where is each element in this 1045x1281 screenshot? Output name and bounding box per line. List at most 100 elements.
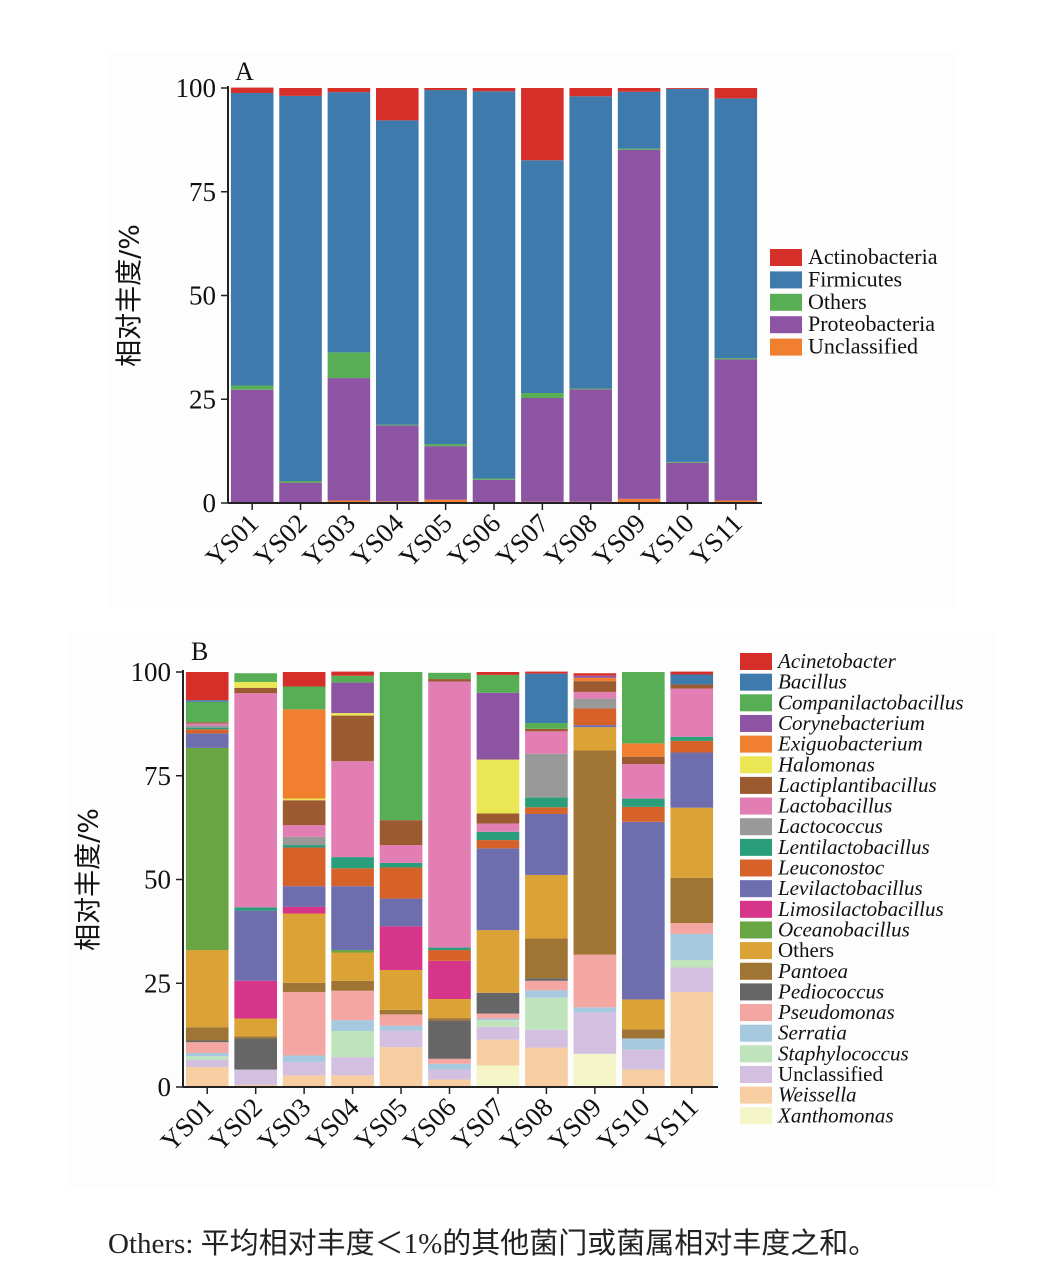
legend-label: Lactobacillus — [777, 794, 892, 818]
legend-swatch — [740, 776, 772, 794]
legend-swatch — [770, 293, 802, 311]
bar-segment-ys06-lactiplantibacillus — [428, 679, 471, 682]
bar-segment-ys02-weissella — [234, 1084, 278, 1087]
bar-segment-ys01-firmicutes — [230, 92, 274, 386]
bar-segment-ys08-lactococcus — [525, 753, 568, 798]
legend-item-others: Others — [740, 938, 834, 962]
bar-segment-ys04-weissella — [331, 1075, 374, 1087]
bar-segment-ys05-companilactobacillus — [379, 672, 423, 821]
legend-label: Bacillus — [778, 670, 847, 694]
legend-label: Pantoea — [777, 959, 848, 983]
bar-segment-ys02-lactiplantibacillus — [234, 687, 278, 694]
bar-segment-ys11-staphylococcus — [670, 960, 714, 968]
bar-segment-ys08-lactiplantibacillus — [525, 728, 568, 732]
legend-swatch — [740, 1024, 772, 1042]
bar-segment-ys05-leuconostoc — [379, 867, 423, 899]
bar-segment-ys01-companilactobacillus — [185, 701, 229, 723]
y-tick-label: 100 — [131, 657, 172, 687]
bar-segment-ys06-unclassified — [428, 1069, 471, 1080]
legend-label: Limosilactobacillus — [777, 897, 944, 921]
legend-swatch — [740, 1066, 772, 1083]
bar-segment-ys06-others — [428, 999, 471, 1019]
x-tick-label: YS03 — [252, 1092, 317, 1157]
bar-segment-ys04-lactiplantibacillus — [331, 715, 374, 762]
bar-segment-ys04-pseudomonas — [331, 990, 374, 1021]
bar-segment-ys07-companilactobacillus — [476, 674, 520, 693]
bar-segment-ys10-exiguobacterium — [621, 743, 665, 757]
bar-segment-ys01-weissella — [185, 1067, 229, 1087]
y-tick-label: 25 — [189, 384, 216, 414]
bar-segment-ys11-firmicutes — [714, 98, 758, 359]
bar-segment-ys10-others — [666, 461, 709, 463]
bar-segment-ys09-proteobacteria — [617, 149, 661, 499]
bar-segment-ys01-pediococcus — [185, 1040, 229, 1043]
chart-b: YS01YS02YS03YS04YS05YS06YS07YS08YS09YS10… — [74, 637, 964, 1157]
bar-segment-ys09-actinobacteria — [617, 88, 661, 92]
bar-segment-ys08-pantoea — [525, 938, 568, 979]
bar-segment-ys07-lactiplantibacillus — [476, 813, 520, 824]
bar-segment-ys01-others — [185, 950, 229, 1028]
bar-segment-ys06-actinobacteria — [472, 88, 516, 92]
bar-segment-ys01-pantoea — [185, 1027, 229, 1041]
bar-segment-ys05-pseudomonas — [379, 1014, 423, 1026]
bar-segment-ys03-others — [282, 913, 326, 983]
bar-segment-ys01-bacillus — [185, 700, 229, 702]
legend-swatch — [770, 249, 802, 266]
bar-segment-ys09-firmicutes — [617, 91, 661, 149]
bar-segment-ys07-lactobacillus — [476, 823, 520, 832]
legend-swatch — [740, 735, 772, 753]
legend-item-companilactobacillus: Companilactobacillus — [740, 690, 964, 714]
legend: ActinobacteriaFirmicutesOthersProteobact… — [770, 244, 938, 359]
bar-segment-ys05-unclassified — [424, 499, 467, 503]
panel-a: YS01 YS02 YS03 YS04 YS05 YS06 YS07 YS08 YS09 YS10… — [108, 52, 957, 606]
legend-swatch — [740, 942, 772, 960]
bar-segment-ys02-pediococcus — [234, 1038, 278, 1070]
bar-segment-ys08-serratia — [525, 990, 568, 998]
bar-segment-ys03-exiguobacterium — [282, 709, 326, 799]
bar-segment-ys10-others — [621, 999, 665, 1030]
bar-segment-ys06-proteobacteria — [472, 479, 516, 503]
bar-segment-ys11-acinetobacter — [670, 671, 714, 675]
bar-segment-ys08-leuconostoc — [525, 807, 568, 814]
bar-segment-ys04-companilactobacillus — [331, 675, 374, 683]
bar-segment-ys01-levilactobacillus — [185, 733, 229, 748]
bar-segment-ys02-unclassified — [234, 1069, 278, 1085]
legend-label: Unclassified — [778, 1062, 883, 1086]
legend-label: Others — [778, 938, 834, 962]
legend-label: Companilactobacillus — [778, 690, 964, 714]
bar-segment-ys10-pantoea — [621, 1029, 665, 1039]
chart-a: YS01YS02YS03YS04YS05YS06YS07YS08YS09YS10… — [115, 57, 938, 573]
panel-label: B — [191, 637, 208, 666]
bar-segment-ys04-lactobacillus — [331, 761, 374, 858]
bar-segment-ys07-leuconostoc — [476, 840, 520, 849]
legend-item-leuconostoc: Leuconostoc — [740, 856, 885, 880]
bar-segment-ys02-limosilactobacillus — [234, 980, 278, 1019]
bar-segment-ys10-serratia — [621, 1038, 665, 1050]
bar-segment-ys08-unclassified — [525, 1029, 568, 1048]
bar-segment-ys05-levilactobacillus — [379, 898, 423, 927]
bar-segment-ys07-xanthomonas — [476, 1065, 520, 1087]
bar-segment-ys11-lactobacillus — [670, 688, 714, 737]
bar-segment-ys04-staphylococcus — [331, 1030, 374, 1058]
bar-segment-ys03-firmicutes — [327, 92, 371, 353]
bar-segment-ys03-halomonas — [282, 798, 326, 801]
legend-swatch — [740, 1107, 772, 1125]
bar-segment-ys06-pediococcus — [428, 1020, 471, 1059]
bar-segment-ys01-lactiplantibacillus — [185, 722, 229, 724]
legend: AcinetobacterBacillusCompanilactobacillu… — [740, 649, 964, 1127]
bar-segment-ys02-firmicutes — [279, 95, 322, 482]
bar-segment-ys07-lentilactobacillus — [476, 831, 520, 841]
legend-item-serratia: Serratia — [740, 1021, 847, 1045]
bar-segment-ys07-weissella — [476, 1039, 520, 1066]
bar-segment-ys10-lactobacillus — [621, 764, 665, 799]
bar-segment-ys02-halomonas — [234, 681, 278, 688]
legend-label: Lactiplantibacillus — [777, 773, 937, 797]
legend-label: Others — [808, 289, 867, 314]
legend-label: Firmicutes — [808, 266, 902, 291]
legend-item-acinetobacter: Acinetobacter — [740, 649, 897, 673]
bar-segment-ys02-pantoea — [234, 1036, 278, 1039]
bar-segment-ys07-acinetobacter — [476, 672, 520, 675]
bar-segment-ys02-proteobacteria — [279, 482, 322, 503]
panel-label: A — [235, 57, 254, 86]
bar-segment-ys04-levilactobacillus — [331, 886, 374, 951]
